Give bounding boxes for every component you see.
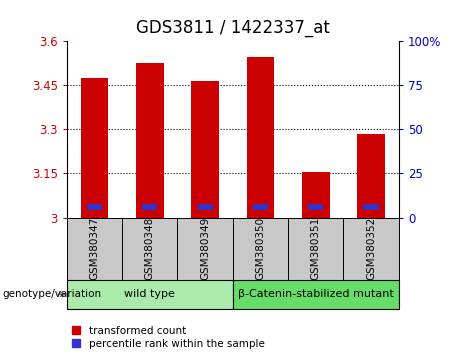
Text: GSM380349: GSM380349: [200, 217, 210, 280]
Text: GSM380351: GSM380351: [311, 217, 321, 280]
Title: GDS3811 / 1422337_at: GDS3811 / 1422337_at: [136, 19, 330, 37]
Bar: [357, 134, 385, 218]
Bar: [122, 218, 177, 280]
Bar: [191, 81, 219, 218]
Bar: [308, 204, 323, 210]
Bar: [343, 218, 399, 280]
Bar: [67, 218, 122, 280]
Bar: [87, 204, 102, 210]
Text: β-Catenin-stabilized mutant: β-Catenin-stabilized mutant: [238, 289, 394, 299]
Text: GSM380348: GSM380348: [145, 217, 155, 280]
Bar: [81, 78, 108, 218]
Text: genotype/variation: genotype/variation: [2, 289, 101, 299]
Bar: [233, 218, 288, 280]
Bar: [247, 57, 274, 218]
Text: GSM380347: GSM380347: [89, 217, 100, 280]
Bar: [136, 63, 164, 218]
Bar: [288, 218, 343, 280]
Bar: [302, 172, 330, 218]
Text: GSM380352: GSM380352: [366, 217, 376, 280]
Bar: [142, 204, 157, 210]
Bar: [67, 280, 233, 309]
Bar: [233, 280, 399, 309]
Bar: [197, 204, 213, 210]
Bar: [363, 204, 379, 210]
Text: wild type: wild type: [124, 289, 175, 299]
Legend: transformed count, percentile rank within the sample: transformed count, percentile rank withi…: [72, 326, 265, 349]
Bar: [177, 218, 233, 280]
Text: GSM380350: GSM380350: [255, 217, 266, 280]
Bar: [253, 204, 268, 210]
